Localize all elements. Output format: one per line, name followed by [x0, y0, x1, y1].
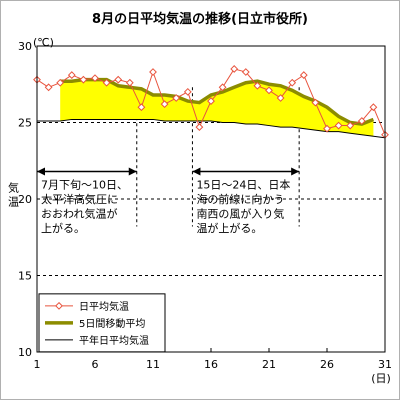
data-point-day-12 [160, 100, 169, 109]
y-tick-label-20: 20 [18, 193, 32, 206]
data-point-day-29 [357, 117, 366, 125]
data-point-day-23 [288, 78, 297, 87]
annotation-text-1-4: 上がる。 [41, 221, 85, 235]
y-tick-label-10: 10 [18, 346, 32, 359]
data-point-day-2 [44, 83, 53, 92]
data-point-day-26 [323, 124, 331, 133]
x-tick-label-16: 16 [204, 358, 218, 371]
data-point-day-15 [195, 123, 204, 131]
annotation-text-2-1: 15日～24日、日本 [196, 177, 290, 191]
x-tick-label-21: 21 [262, 358, 276, 371]
annotation-arrowhead-left-2 [192, 167, 201, 176]
x-tick-label-26: 26 [320, 358, 334, 371]
data-point-day-11 [149, 68, 157, 76]
data-point-day-10 [137, 103, 146, 112]
series-layer [33, 65, 389, 139]
data-point-day-17 [218, 83, 227, 92]
x-tick-label-11: 11 [146, 358, 160, 371]
annotation-text-1-3: おおわれ気温が [41, 206, 117, 220]
annotation-arrowhead-right-2 [291, 167, 300, 176]
y-tick-label-30: 30 [18, 40, 32, 53]
data-point-day-24 [299, 71, 308, 79]
data-point-day-20 [253, 81, 262, 90]
x-tick-label-6: 6 [92, 358, 99, 371]
chart-title: 8月の日平均気温の推移(日立市役所) [92, 12, 308, 27]
annotation-text-2-4: 温が上がる。 [196, 221, 262, 235]
y-axis-label-char-2: 温 [8, 195, 19, 208]
y-unit-label: (℃) [33, 36, 54, 49]
annotation-text-1-1: 7月下旬～10日、 [41, 178, 128, 191]
data-point-day-3 [56, 78, 65, 87]
annotation-arrowhead-right-1 [128, 167, 137, 176]
data-point-day-27 [334, 121, 343, 130]
y-axis-label-char-1: 気 [8, 180, 19, 194]
legend-label-1: 日平均気温 [79, 300, 129, 313]
data-point-day-6 [91, 74, 99, 83]
data-point-day-4 [67, 71, 76, 79]
annotation-text-1-2: 太平洋高気圧に [41, 192, 118, 206]
data-point-day-8 [114, 75, 123, 84]
y-tick-label-15: 15 [18, 270, 32, 283]
annotation-text-2-2: 海の前線に向かう [196, 192, 284, 206]
annotation-arrowhead-left-1 [37, 167, 45, 176]
legend-label-2: 5日間移動平均 [79, 317, 145, 330]
x-tick-label-1: 1 [34, 358, 41, 371]
data-point-day-18 [230, 65, 239, 73]
data-point-day-9 [125, 78, 134, 87]
data-point-day-7 [102, 78, 111, 87]
data-point-day-21 [265, 86, 273, 95]
data-point-day-5 [79, 75, 88, 84]
annotation-text-2-3: 南西の風が入り気 [196, 206, 284, 220]
x-tick-label-31: 31 [378, 358, 392, 371]
legend-marker-1 [55, 301, 63, 310]
x-unit-label: (日) [371, 372, 391, 385]
data-point-day-30 [369, 103, 378, 112]
data-point-day-19 [241, 68, 250, 76]
data-point-day-22 [276, 94, 285, 102]
data-point-day-25 [311, 98, 320, 107]
data-point-day-13 [172, 94, 181, 102]
data-point-day-14 [183, 87, 192, 96]
legend-label-3: 平年日平均気温 [79, 334, 149, 347]
data-point-day-28 [346, 121, 355, 130]
y-tick-label-25: 25 [18, 117, 32, 130]
data-point-day-16 [207, 97, 215, 105]
